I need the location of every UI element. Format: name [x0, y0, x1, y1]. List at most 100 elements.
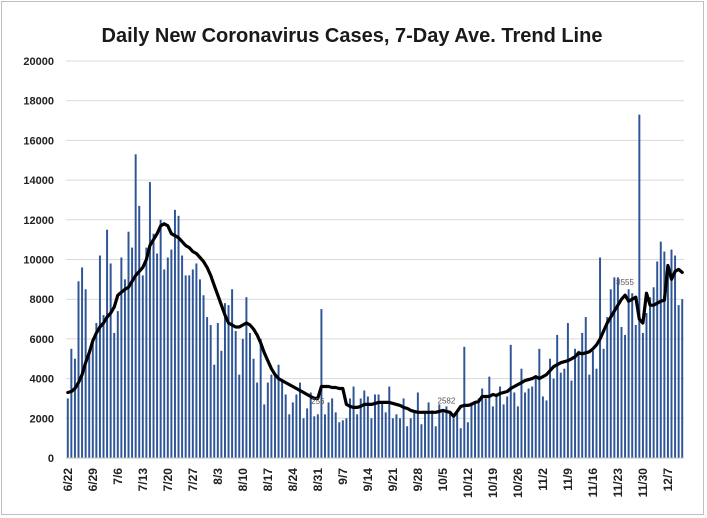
bar	[556, 334, 559, 458]
bar	[306, 408, 309, 458]
bar	[359, 398, 362, 458]
bar	[481, 388, 484, 458]
bar	[163, 269, 166, 458]
bar	[295, 394, 298, 458]
bar	[141, 275, 144, 458]
bar	[620, 326, 623, 458]
trend-line-group	[66, 222, 684, 418]
bar	[591, 350, 594, 458]
bar	[231, 289, 234, 458]
bar	[116, 311, 119, 458]
data-label: 256	[311, 397, 325, 406]
bar	[70, 348, 73, 458]
bar	[474, 402, 477, 458]
bar	[177, 215, 180, 458]
bar	[106, 229, 109, 458]
bar	[191, 269, 194, 458]
x-tick-label: 8/3	[211, 468, 225, 485]
bar	[102, 315, 105, 458]
bar	[638, 114, 641, 458]
daily-cases-bars	[66, 114, 684, 459]
bar	[659, 241, 662, 458]
bar	[184, 275, 187, 458]
y-tick-label: 12000	[23, 215, 54, 227]
bar	[434, 426, 437, 458]
bar	[563, 368, 566, 458]
bar	[674, 255, 677, 458]
bar	[223, 303, 226, 458]
bar	[152, 233, 155, 458]
bar	[349, 398, 351, 458]
y-tick-label: 20000	[23, 56, 54, 68]
bar	[327, 402, 330, 458]
bar	[234, 330, 237, 458]
bar	[438, 404, 441, 458]
x-tick-label: 9/14	[361, 468, 375, 492]
bar	[195, 263, 198, 458]
bar	[138, 205, 141, 458]
data-label: 2582	[438, 397, 456, 406]
bar	[352, 386, 355, 458]
bar	[238, 374, 241, 458]
x-tick-label: 7/27	[186, 468, 200, 492]
bar	[156, 253, 159, 458]
bar	[252, 358, 255, 458]
x-axis: 6/22 6/29 7/6 7/13 7/20 7/27 8/3 8/10 8/17 8/24 8/…	[61, 457, 684, 498]
bar	[506, 396, 509, 458]
x-tick-label: 11/30	[636, 468, 650, 498]
bar	[109, 263, 112, 458]
bar	[441, 412, 444, 458]
bar	[213, 364, 216, 458]
bar	[499, 386, 502, 458]
bar	[381, 402, 384, 458]
bar	[299, 382, 301, 458]
bar	[552, 378, 555, 458]
bar	[452, 418, 455, 458]
y-tick-label: 4000	[30, 374, 54, 386]
bar	[538, 348, 541, 458]
x-tick-label: 10/5	[436, 468, 450, 492]
x-tick-label: 10/19	[486, 468, 500, 498]
bar	[484, 398, 487, 458]
bar	[281, 380, 284, 458]
bar	[513, 392, 516, 458]
bar	[98, 255, 101, 458]
bar	[656, 261, 659, 458]
x-tick-label: 10/26	[511, 468, 525, 498]
bar	[202, 295, 205, 458]
bar	[616, 277, 619, 458]
bar	[248, 332, 251, 458]
bar	[209, 325, 212, 458]
bar	[559, 372, 562, 458]
bar	[345, 418, 348, 458]
bar	[391, 418, 394, 458]
bar	[431, 410, 434, 458]
bar	[245, 297, 248, 458]
bar	[366, 396, 369, 458]
bar	[88, 352, 91, 458]
bar	[588, 374, 591, 458]
bar	[470, 402, 473, 458]
x-tick-label: 6/22	[61, 468, 75, 492]
bar	[316, 414, 319, 458]
x-tick-label: 11/9	[561, 468, 575, 491]
bar	[216, 323, 219, 458]
x-tick-label: 9/28	[411, 468, 425, 492]
bar	[288, 414, 291, 458]
bar	[677, 305, 680, 458]
gridlines	[66, 60, 684, 459]
bar	[570, 380, 573, 458]
bar	[681, 299, 684, 458]
bar	[541, 396, 544, 458]
x-tick-label: 8/24	[286, 468, 300, 492]
bar	[602, 348, 605, 458]
bar	[652, 287, 655, 458]
bar	[113, 332, 116, 458]
bar	[631, 293, 634, 458]
bar	[84, 289, 87, 458]
bar	[402, 398, 405, 458]
bar	[148, 182, 151, 458]
bar	[427, 402, 430, 458]
x-tick-label: 9/21	[386, 468, 400, 492]
